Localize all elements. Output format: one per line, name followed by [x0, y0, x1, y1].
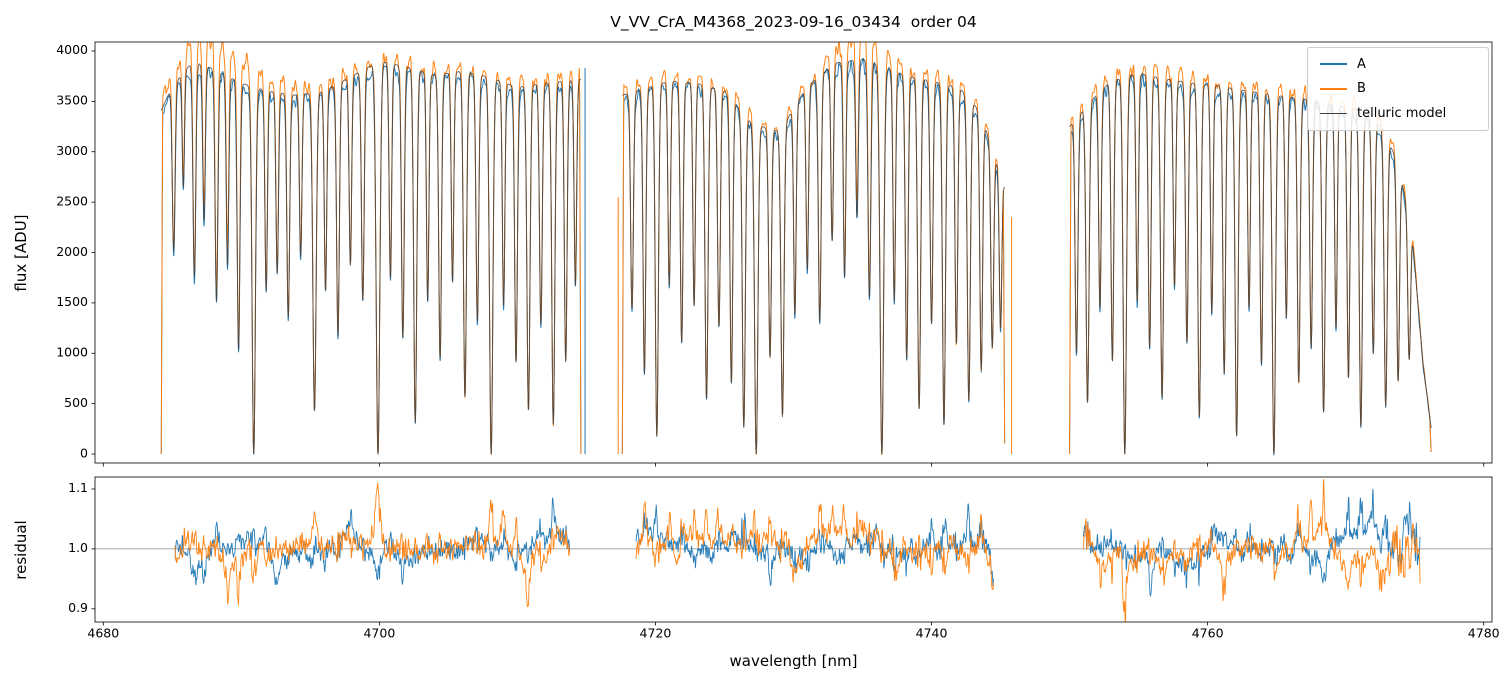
legend-item-a: A — [1308, 57, 1488, 72]
legend-label-a: A — [1357, 56, 1366, 72]
legend-line-telluric-icon — [1320, 112, 1347, 115]
legend: A B telluric model — [1307, 47, 1489, 131]
plot-title: V_VV_CrA_M4368_2023-09-16_03434 order 04 — [610, 13, 977, 31]
legend-item-telluric: telluric model — [1308, 106, 1488, 121]
legend-item-b: B — [1308, 81, 1488, 96]
legend-line-a-icon — [1320, 63, 1347, 66]
legend-line-b-icon — [1320, 87, 1347, 90]
legend-label-telluric: telluric model — [1357, 106, 1447, 122]
y-axis-label-residual: residual — [12, 520, 30, 580]
x-axis-label: wavelength [nm] — [729, 652, 858, 670]
legend-label-b: B — [1357, 81, 1366, 97]
y-axis-label-flux: flux [ADU] — [12, 214, 30, 292]
